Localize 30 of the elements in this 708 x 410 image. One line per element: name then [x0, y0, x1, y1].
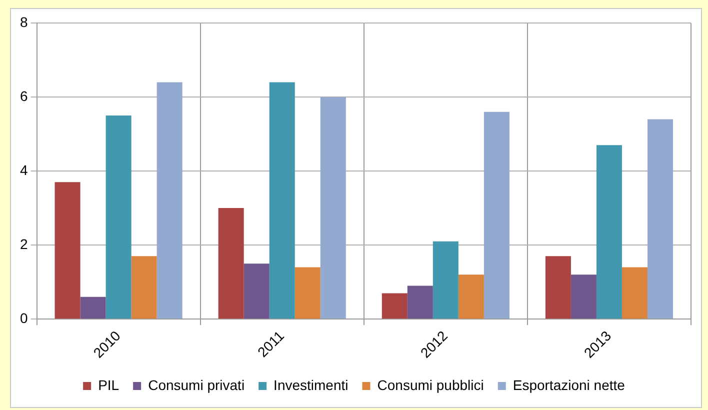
bar: [545, 256, 571, 319]
y-tick-label: 8: [20, 14, 28, 30]
bar: [294, 267, 320, 319]
bar: [54, 182, 80, 319]
bar: [218, 208, 244, 319]
bar: [269, 82, 295, 319]
bar: [80, 296, 106, 319]
y-tick-label: 6: [20, 88, 28, 104]
bar: [596, 145, 622, 319]
bar: [382, 293, 408, 319]
bar: [647, 119, 674, 319]
bar: [432, 241, 458, 319]
y-tick-label: 0: [20, 310, 28, 326]
y-tick-label: 2: [20, 236, 28, 252]
legend-label: Consumi pubblici: [377, 376, 484, 393]
legend-label: Consumi privati: [148, 376, 245, 393]
bar: [244, 264, 270, 319]
bar: [407, 286, 433, 319]
bar: [570, 274, 596, 319]
legend-label: Investimenti: [274, 376, 348, 393]
bar: [156, 82, 182, 319]
bar: [131, 256, 157, 319]
bar: [622, 267, 648, 319]
bar: [320, 97, 346, 319]
y-tick-label: 4: [20, 162, 28, 178]
bar: [458, 274, 484, 319]
bar: [106, 116, 132, 319]
bar: [484, 112, 510, 319]
legend-label: PIL: [98, 376, 120, 393]
legend-label: Esportazioni nette: [512, 376, 626, 393]
